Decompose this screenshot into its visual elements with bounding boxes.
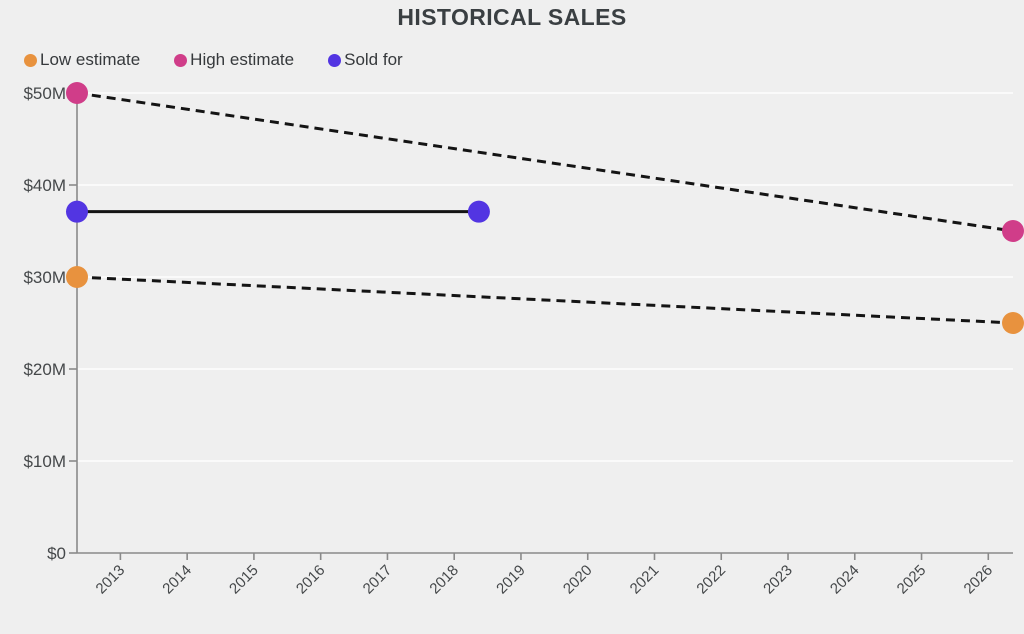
- legend: Low estimate High estimate Sold for: [24, 50, 403, 70]
- legend-swatch-icon: [174, 53, 188, 67]
- legend-item-label: Sold for: [344, 50, 403, 69]
- legend-swatch-icon: [328, 53, 342, 67]
- x-tick-label-2020: 2020: [560, 562, 596, 598]
- series-line-low-estimate: [76, 275, 1014, 325]
- x-tick-label-2016: 2016: [293, 562, 329, 598]
- x-tick-label-2021: 2021: [627, 562, 663, 598]
- y-tick-label-20: $20M: [23, 360, 66, 379]
- y-tick-label-30: $30M: [23, 268, 66, 287]
- legend-item-label: Low estimate: [40, 50, 141, 69]
- x-tick-label-2015: 2015: [226, 562, 262, 598]
- legend-item-label: High estimate: [190, 50, 295, 69]
- data-point-sold-for-1[interactable]: [467, 200, 490, 223]
- y-tick-label-10: $10M: [23, 452, 66, 471]
- x-tick-label-2019: 2019: [493, 562, 529, 598]
- x-tick-label-2013: 2013: [93, 562, 129, 598]
- y-tick-label-0: $0: [47, 544, 66, 563]
- x-tick-label-2017: 2017: [360, 562, 396, 598]
- legend-item-sold-for[interactable]: Sold for: [328, 50, 403, 70]
- y-tick-label-40: $40M: [23, 176, 66, 195]
- data-point-low-estimate-0[interactable]: [66, 266, 88, 288]
- series-line-high-estimate: [76, 91, 1014, 233]
- legend-item-low-estimate[interactable]: Low estimate: [24, 50, 140, 70]
- data-point-low-estimate-1[interactable]: [1002, 312, 1024, 334]
- data-point-high-estimate-1[interactable]: [1002, 220, 1024, 242]
- chart-title: HISTORICAL SALES: [397, 4, 627, 30]
- x-tick-label-2014: 2014: [159, 562, 195, 598]
- legend-swatch-icon: [24, 53, 37, 67]
- x-tick-label-2023: 2023: [760, 562, 796, 598]
- x-tick-label-2026: 2026: [961, 562, 997, 598]
- data-point-high-estimate-0[interactable]: [66, 82, 88, 104]
- x-tick-label-2024: 2024: [827, 562, 863, 598]
- legend-item-high-estimate[interactable]: High estimate: [174, 50, 294, 70]
- data-point-sold-for-0[interactable]: [66, 200, 88, 223]
- y-tick-label-50: $50M: [23, 84, 66, 103]
- x-tick-label-2022: 2022: [693, 562, 729, 598]
- x-tick-label-2025: 2025: [894, 562, 930, 598]
- x-tick-label-2018: 2018: [426, 562, 462, 598]
